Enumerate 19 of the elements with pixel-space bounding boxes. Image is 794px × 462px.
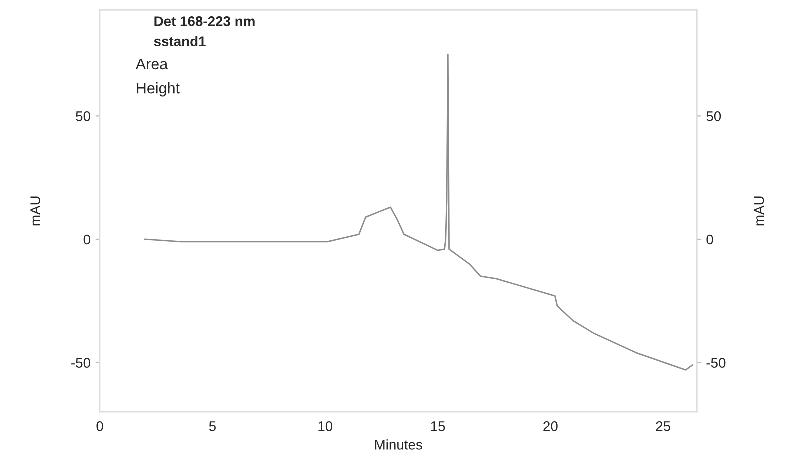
x-tick-label: 0	[96, 422, 104, 432]
text: sstand1	[154, 36, 206, 46]
x-tick-label: 15	[431, 422, 446, 432]
annotation: Area	[136, 58, 168, 70]
x-tick-label: 5	[209, 422, 216, 432]
y2-tick-label: 0	[706, 234, 714, 245]
y-tick-label: 50	[76, 112, 90, 122]
x-tick-label: 25	[656, 422, 670, 432]
y2-axis-title: mAU	[754, 196, 764, 226]
x-tick-label: 10	[318, 422, 333, 432]
annotation: Height	[137, 82, 180, 97]
chart-title: Det 168-223 nm	[154, 16, 255, 26]
y-tick-label: -50	[72, 358, 90, 368]
y2-tick-label: 50	[706, 112, 722, 122]
y-tick-label: 0	[84, 234, 90, 245]
y2-tick-label: -50	[706, 358, 726, 368]
x-tick-label: 20	[544, 422, 558, 432]
x-axis-title: Minutes	[375, 440, 422, 450]
y-axis-title: mAU	[30, 196, 40, 226]
